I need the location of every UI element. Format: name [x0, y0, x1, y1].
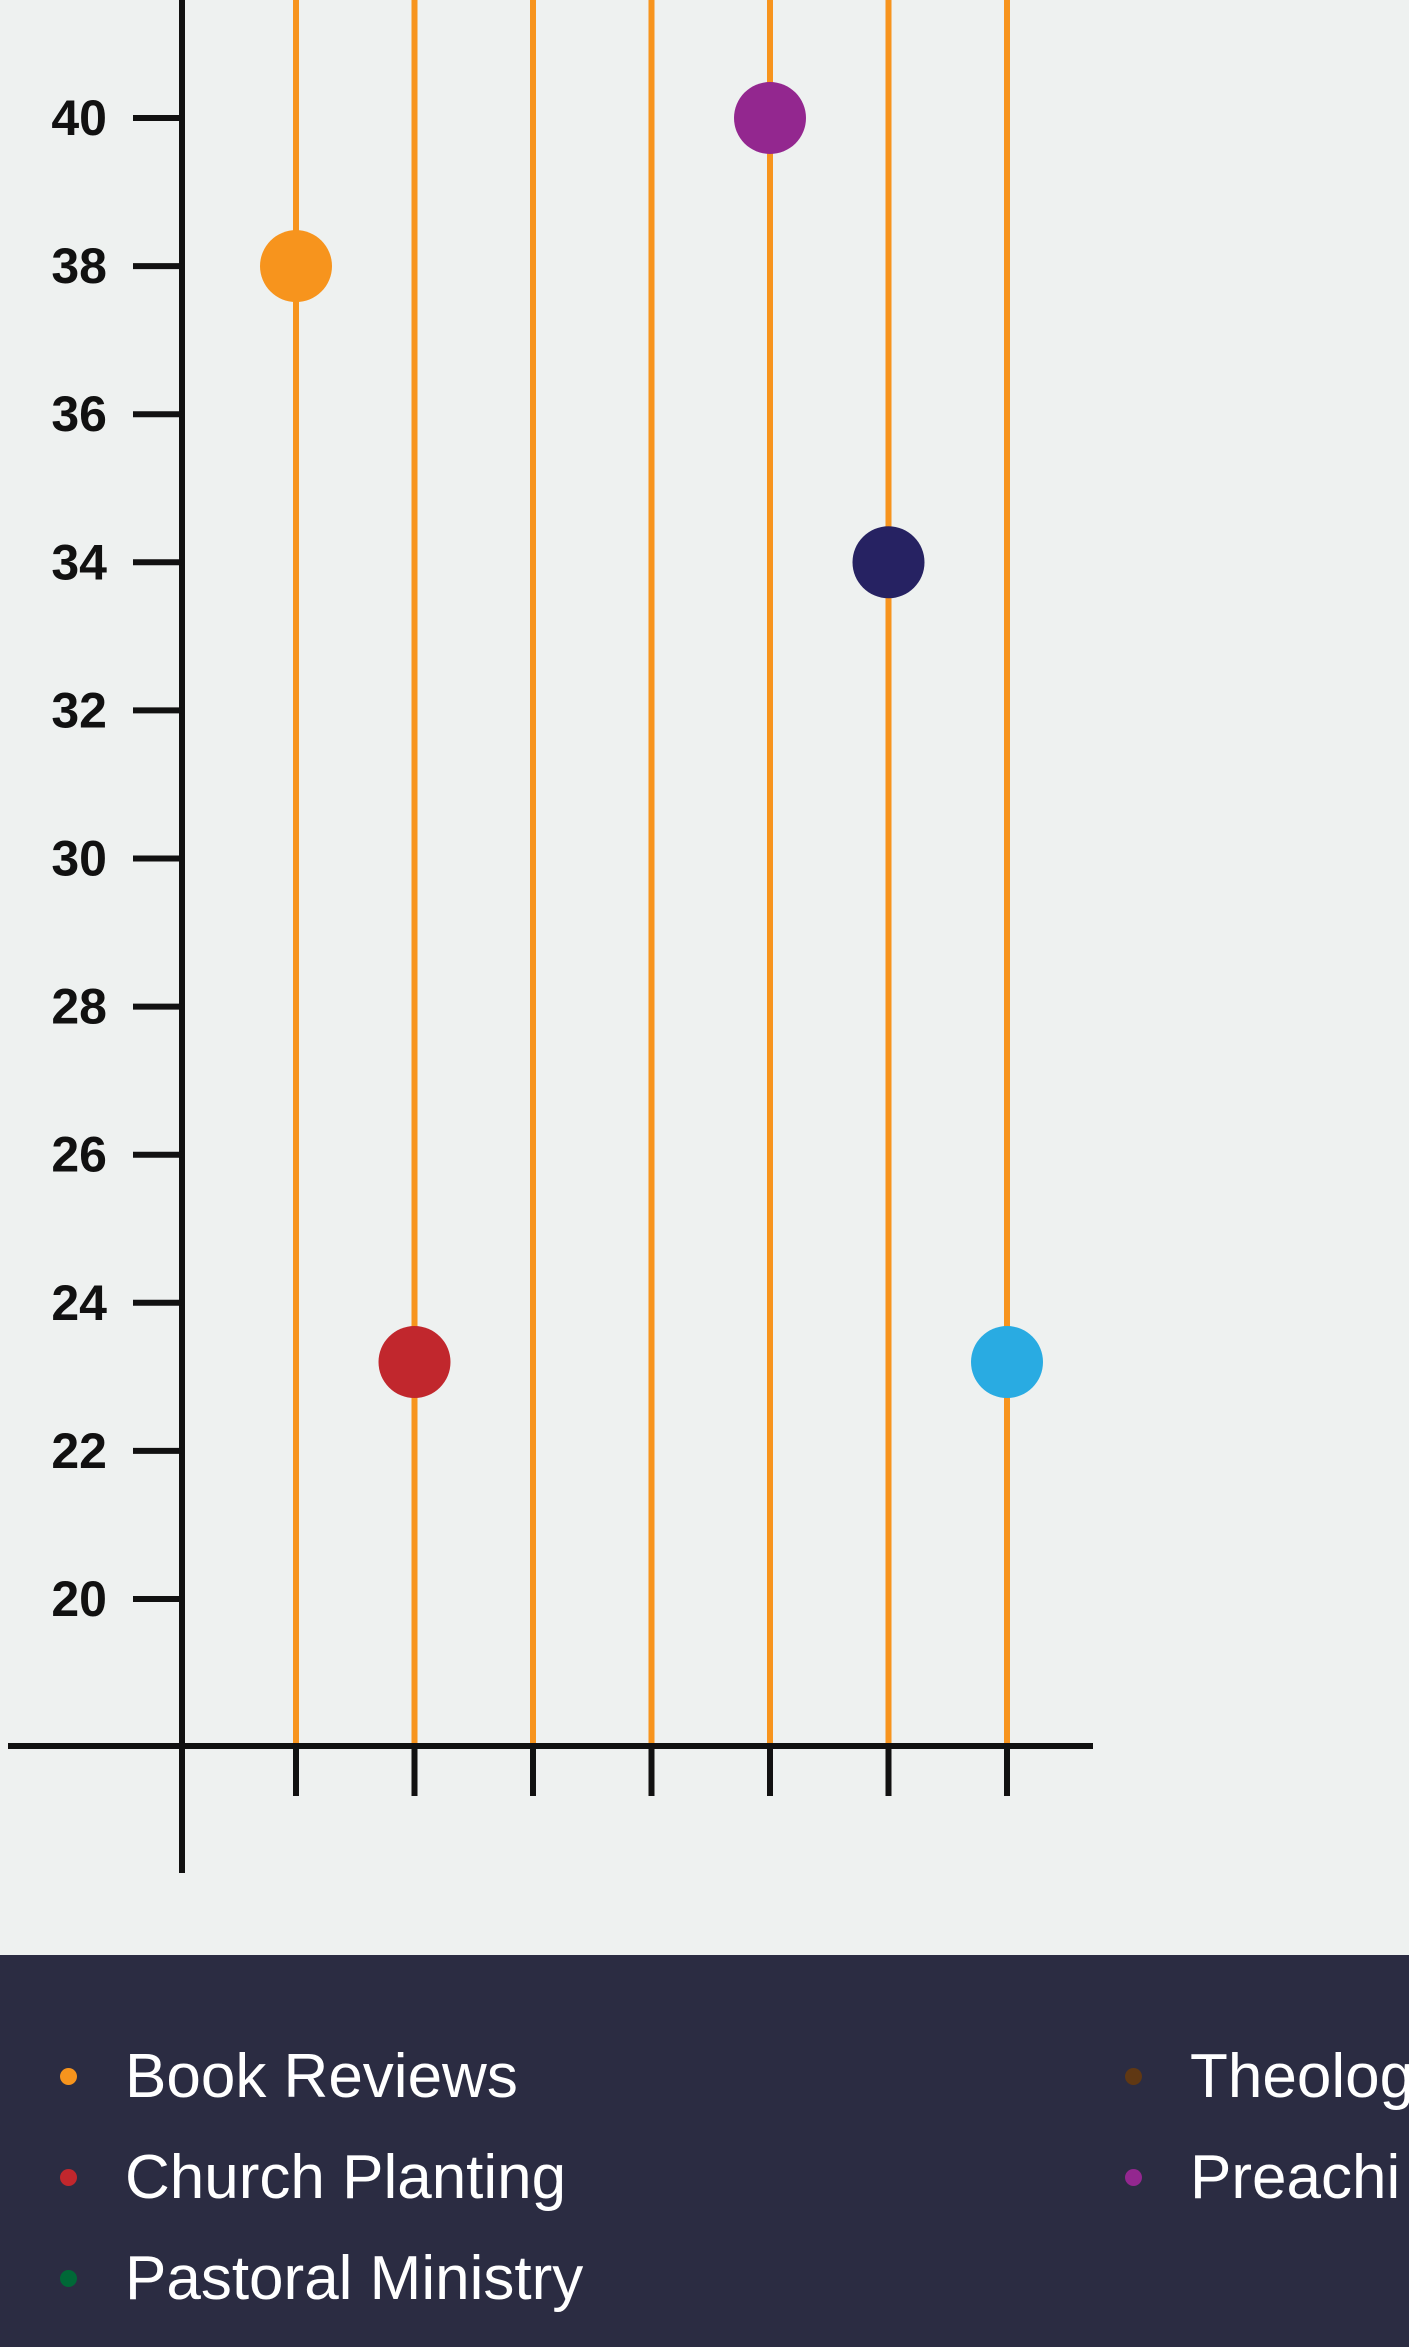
data-point — [852, 526, 925, 599]
legend-label: Preachi — [1190, 2143, 1401, 2212]
y-tick-label: 38 — [51, 238, 107, 294]
y-tick-label: 24 — [51, 1275, 107, 1331]
data-point — [971, 1326, 1043, 1399]
legend-item-church-planting: Church Planting — [60, 2142, 566, 2213]
y-tick-label: 34 — [51, 534, 107, 590]
y-tick-label: 28 — [51, 979, 107, 1035]
y-tick-label: 36 — [51, 386, 107, 442]
legend-item-preaching: Preachi — [1125, 2142, 1400, 2213]
legend-dot-icon — [60, 2169, 77, 2186]
legend-item-book-reviews: Book Reviews — [60, 2041, 518, 2112]
legend-label: Pastoral Ministry — [125, 2244, 584, 2313]
legend-item-theology: Theolog — [1125, 2041, 1409, 2112]
y-tick-label: 22 — [51, 1423, 107, 1479]
data-point — [260, 230, 332, 303]
legend-item-pastoral-ministry: Pastoral Ministry — [60, 2243, 583, 2314]
legend-dot-icon — [60, 2068, 77, 2085]
y-tick-label: 32 — [51, 682, 107, 738]
y-tick-label: 40 — [51, 90, 107, 146]
legend-label: Church Planting — [125, 2143, 567, 2212]
y-tick-label: 20 — [51, 1571, 107, 1627]
y-tick-label: 26 — [51, 1127, 107, 1183]
data-point — [734, 82, 806, 154]
legend-dot-icon — [60, 2270, 77, 2287]
legend-dot-icon — [1125, 2068, 1142, 2085]
legend-dot-icon — [1125, 2169, 1142, 2186]
data-point — [378, 1326, 451, 1399]
chart-plot: 20 22 24 26 28 30 32 34 36 38 40 — [8, 0, 1093, 1873]
chart-legend: Book Reviews Church Planting Pastoral Mi… — [0, 1955, 1409, 2347]
y-tick-label: 30 — [51, 831, 107, 887]
legend-label: Theolog — [1190, 2042, 1409, 2111]
legend-label: Book Reviews — [125, 2042, 518, 2111]
